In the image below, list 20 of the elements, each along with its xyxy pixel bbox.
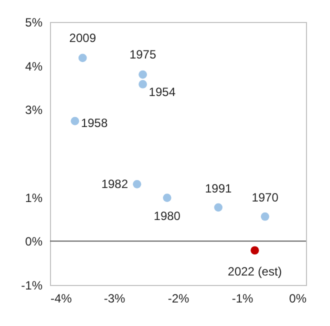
x-tick-label: 0% bbox=[289, 292, 307, 306]
x-tick-label: -4% bbox=[50, 292, 72, 306]
annotation: 1980 bbox=[154, 208, 181, 223]
x-tick-label: -3% bbox=[104, 292, 126, 306]
annotation: 1991 bbox=[204, 181, 232, 196]
y-tick-label: 0% bbox=[25, 234, 43, 249]
annotation: 2009 bbox=[69, 30, 96, 45]
annotation: 1975 bbox=[129, 48, 156, 62]
x-tick-label: -1% bbox=[232, 292, 254, 306]
x-tick-label: -2% bbox=[168, 292, 190, 306]
annotation: 1982 bbox=[101, 177, 128, 192]
annotation: 1970 bbox=[252, 190, 279, 205]
y-tick-label: 4% bbox=[25, 59, 43, 74]
y-tick-label: 3% bbox=[25, 103, 43, 118]
y-tick-label: 5% bbox=[25, 16, 43, 30]
annotation: 1958 bbox=[80, 116, 108, 130]
y-tick-label: 1% bbox=[25, 190, 43, 205]
y-tick-label: -1% bbox=[21, 278, 43, 292]
annotation: 2022 (est) bbox=[228, 264, 282, 278]
annotation: 1954 bbox=[148, 85, 176, 100]
